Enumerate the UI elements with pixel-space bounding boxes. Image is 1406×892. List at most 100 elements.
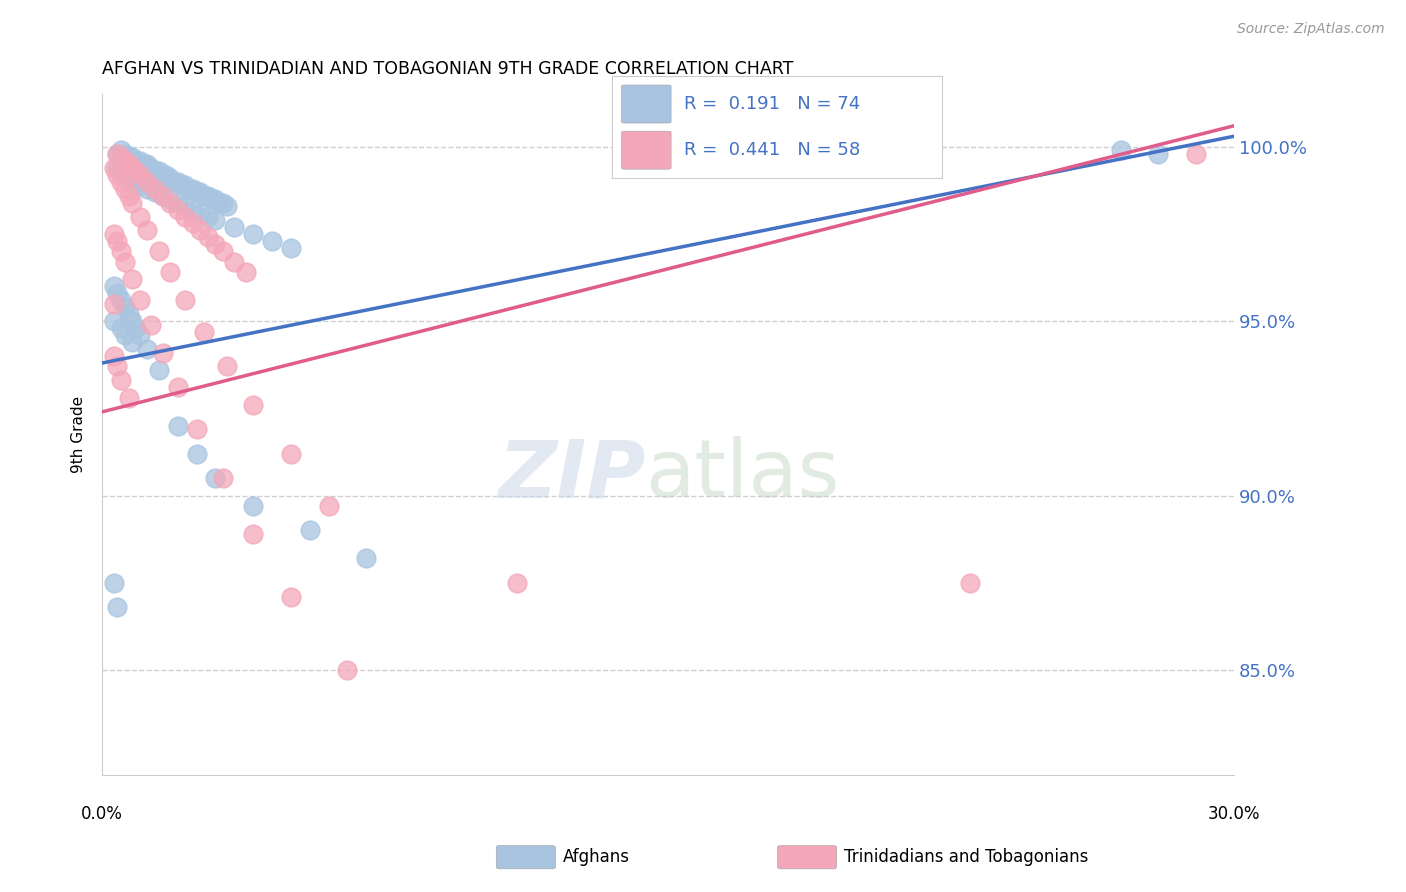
Point bbox=[143, 181, 166, 195]
Point bbox=[163, 175, 186, 189]
Point bbox=[103, 279, 125, 293]
Point bbox=[181, 181, 204, 195]
Point bbox=[105, 286, 128, 301]
Point bbox=[117, 150, 139, 164]
Text: ZIP: ZIP bbox=[498, 436, 645, 515]
Point bbox=[204, 213, 226, 227]
Point bbox=[114, 328, 136, 343]
Point bbox=[114, 181, 136, 195]
FancyBboxPatch shape bbox=[621, 131, 671, 169]
Point bbox=[186, 185, 208, 199]
Point bbox=[166, 202, 188, 217]
Point bbox=[193, 325, 215, 339]
Point bbox=[129, 293, 152, 308]
Point bbox=[506, 575, 529, 590]
Point bbox=[166, 195, 188, 210]
Point bbox=[174, 293, 197, 308]
Point bbox=[121, 314, 143, 328]
Point bbox=[114, 168, 136, 182]
Point bbox=[143, 185, 166, 199]
Point bbox=[105, 234, 128, 248]
Point bbox=[159, 265, 181, 279]
Point bbox=[354, 551, 377, 566]
Point bbox=[141, 161, 163, 175]
Point bbox=[242, 227, 264, 241]
Point bbox=[103, 161, 125, 175]
Point bbox=[1185, 146, 1208, 161]
Point bbox=[204, 192, 226, 206]
Point bbox=[197, 230, 219, 244]
Point bbox=[181, 202, 204, 217]
Point bbox=[152, 188, 174, 202]
Point bbox=[212, 244, 235, 259]
Point bbox=[197, 210, 219, 224]
Point bbox=[1109, 143, 1132, 157]
Point bbox=[188, 223, 211, 237]
Point bbox=[204, 237, 226, 252]
Text: Trinidadians and Tobagonians: Trinidadians and Tobagonians bbox=[844, 848, 1088, 866]
Point bbox=[117, 157, 139, 171]
Text: Afghans: Afghans bbox=[562, 848, 630, 866]
Point bbox=[959, 575, 981, 590]
Point bbox=[125, 175, 148, 189]
Point bbox=[105, 146, 128, 161]
Point bbox=[110, 293, 132, 308]
Point bbox=[280, 590, 302, 604]
Point bbox=[177, 181, 200, 195]
Point bbox=[152, 168, 174, 182]
Point bbox=[242, 527, 264, 541]
Point bbox=[200, 192, 222, 206]
Point bbox=[129, 210, 152, 224]
Text: 0.0%: 0.0% bbox=[82, 805, 124, 823]
Point bbox=[174, 178, 197, 193]
Point bbox=[224, 255, 246, 269]
Text: Source: ZipAtlas.com: Source: ZipAtlas.com bbox=[1237, 22, 1385, 37]
Point bbox=[110, 143, 132, 157]
Point bbox=[170, 178, 193, 193]
Point bbox=[242, 398, 264, 412]
Point bbox=[125, 153, 148, 168]
Point bbox=[105, 161, 128, 175]
Point bbox=[114, 255, 136, 269]
Point bbox=[136, 157, 159, 171]
Point bbox=[114, 146, 136, 161]
Point bbox=[103, 349, 125, 363]
Point bbox=[242, 499, 264, 513]
Point bbox=[121, 195, 143, 210]
Point bbox=[186, 447, 208, 461]
Point bbox=[235, 265, 257, 279]
Point bbox=[125, 321, 148, 335]
Point bbox=[110, 150, 132, 164]
Point bbox=[148, 164, 170, 178]
Point bbox=[188, 206, 211, 220]
Point bbox=[212, 471, 235, 485]
Point bbox=[188, 185, 211, 199]
Point bbox=[121, 171, 143, 186]
Point bbox=[103, 314, 125, 328]
Point bbox=[105, 168, 128, 182]
Point bbox=[212, 195, 235, 210]
Point bbox=[136, 223, 159, 237]
Point bbox=[148, 363, 170, 377]
Point bbox=[186, 422, 208, 436]
Point bbox=[193, 188, 215, 202]
Point bbox=[204, 471, 226, 485]
Point bbox=[105, 359, 128, 374]
Point bbox=[1147, 146, 1170, 161]
Point bbox=[105, 600, 128, 615]
Point bbox=[166, 175, 188, 189]
Point bbox=[143, 164, 166, 178]
Point bbox=[114, 300, 136, 314]
Point bbox=[129, 178, 152, 193]
Text: R =  0.441   N = 58: R = 0.441 N = 58 bbox=[685, 141, 860, 159]
Text: AFGHAN VS TRINIDADIAN AND TOBAGONIAN 9TH GRADE CORRELATION CHART: AFGHAN VS TRINIDADIAN AND TOBAGONIAN 9TH… bbox=[103, 60, 793, 78]
Point bbox=[155, 168, 177, 182]
Point bbox=[159, 195, 181, 210]
Point bbox=[197, 188, 219, 202]
Point bbox=[103, 575, 125, 590]
Y-axis label: 9th Grade: 9th Grade bbox=[72, 396, 86, 473]
Point bbox=[136, 175, 159, 189]
Point bbox=[174, 210, 197, 224]
Point bbox=[336, 663, 359, 677]
Point bbox=[121, 272, 143, 286]
